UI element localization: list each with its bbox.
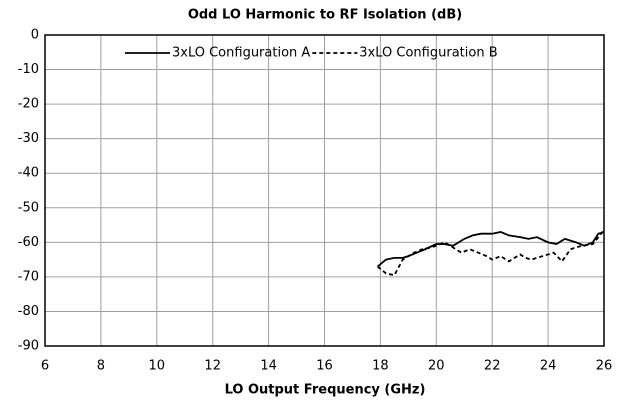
x-axis-label: LO Output Frequency (GHz) bbox=[225, 383, 426, 398]
x-tick-label: 16 bbox=[316, 359, 333, 374]
y-tick-label: -90 bbox=[18, 339, 39, 354]
y-tick-label: -70 bbox=[18, 269, 39, 284]
x-tick-label: 14 bbox=[260, 359, 277, 374]
series-line bbox=[377, 231, 605, 268]
y-tick-label: -80 bbox=[18, 304, 39, 319]
y-tick-label: -20 bbox=[18, 97, 39, 112]
x-tick-label: 26 bbox=[596, 359, 613, 374]
x-tick-label: 8 bbox=[97, 359, 105, 374]
x-tick-label: 24 bbox=[540, 359, 557, 374]
legend-label: 3xLO Configuration B bbox=[359, 46, 497, 61]
x-tick-label: 22 bbox=[484, 359, 501, 374]
plot-border bbox=[44, 34, 605, 347]
x-tick-label: 12 bbox=[204, 359, 221, 374]
y-tick-label: -50 bbox=[18, 200, 39, 215]
x-tick-label: 20 bbox=[428, 359, 445, 374]
y-tick-label: -30 bbox=[18, 131, 39, 146]
x-tick-label: 18 bbox=[372, 359, 389, 374]
y-tick-label: -40 bbox=[18, 166, 39, 181]
series-line bbox=[377, 229, 605, 277]
x-tick-label: 6 bbox=[41, 359, 49, 374]
x-tick-label: 10 bbox=[149, 359, 166, 374]
y-tick-label: -10 bbox=[18, 62, 39, 77]
y-tick-label: 0 bbox=[31, 28, 39, 43]
chart-title: Odd LO Harmonic to RF Isolation (dB) bbox=[188, 8, 462, 23]
legend-label: 3xLO Configuration A bbox=[172, 46, 310, 61]
y-tick-label: -60 bbox=[18, 235, 39, 250]
